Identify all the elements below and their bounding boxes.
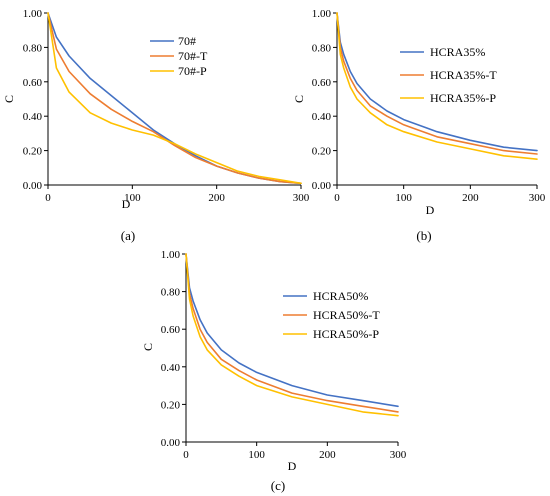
y-tick-label: 0.20 — [312, 146, 332, 158]
y-axis-title: C — [292, 95, 306, 103]
y-tick-label: 0.00 — [161, 437, 181, 449]
x-tick-label: 100 — [395, 192, 412, 204]
legend-label: 70# — [178, 34, 196, 48]
x-axis-title: D — [288, 459, 297, 473]
panel-label: (c) — [271, 478, 285, 493]
series-line-2 — [185, 253, 399, 413]
series-line-3 — [336, 12, 538, 160]
y-tick-label: 0.20 — [161, 399, 181, 411]
x-axis-title: D — [426, 203, 435, 217]
series-line-1 — [47, 12, 302, 185]
y-tick-label: 0.80 — [312, 42, 332, 54]
y-axis-title: C — [141, 343, 155, 351]
x-tick-label: 300 — [390, 449, 407, 461]
y-tick-label: 0.40 — [312, 111, 332, 123]
legend-label: HCRA35% — [430, 45, 485, 59]
x-tick-label: 100 — [124, 192, 141, 204]
y-tick-label: 0.40 — [161, 362, 181, 374]
x-tick-label: 0 — [183, 449, 189, 461]
x-tick-label: 0 — [334, 192, 340, 204]
y-tick-label: 0.60 — [312, 77, 332, 89]
series-line-2 — [336, 12, 538, 155]
y-tick-label: 0.00 — [23, 180, 43, 192]
y-tick-label: 1.00 — [23, 8, 43, 20]
y-tick-label: 0.40 — [23, 111, 43, 123]
x-tick-label: 300 — [293, 192, 310, 204]
x-tick-label: 200 — [208, 192, 225, 204]
legend-label: HCRA50%-T — [313, 308, 380, 322]
legend-label: HCRA35%-P — [430, 91, 496, 105]
y-tick-label: 1.00 — [312, 8, 332, 20]
y-tick-label: 0.60 — [23, 77, 43, 89]
x-tick-label: 100 — [248, 449, 265, 461]
panel-label: (a) — [121, 228, 135, 243]
x-axis-title: D — [122, 197, 131, 211]
x-tick-label: 0 — [45, 192, 51, 204]
panel-label: (b) — [416, 228, 431, 243]
legend-label: HCRA50%-P — [313, 327, 379, 341]
x-tick-label: 200 — [462, 192, 479, 204]
series-line-1 — [185, 253, 399, 408]
legend-label: HCRA50% — [313, 289, 368, 303]
series-line-2 — [47, 12, 302, 185]
y-axis-title: C — [2, 95, 16, 103]
y-tick-label: 1.00 — [161, 249, 181, 261]
chart-panel-2: 0.00 0.20 0.40 0.60 0.80 1.00 0 100 200 300 D C HCRA… — [292, 8, 546, 243]
y-tick-label: 0.00 — [312, 180, 332, 192]
y-tick-label: 0.60 — [161, 324, 181, 336]
legend-label: 70#-P — [178, 64, 207, 78]
y-tick-label: 0.80 — [23, 42, 43, 54]
legend: HCRA35% HCRA35%-T HCRA35%-P — [400, 45, 497, 105]
series-line-1 — [336, 12, 538, 152]
x-tick-label: 300 — [529, 192, 546, 204]
legend-label: HCRA35%-T — [430, 68, 497, 82]
y-tick-label: 0.80 — [161, 287, 181, 299]
series-line-3 — [47, 12, 302, 185]
legend-label: 70#-T — [178, 49, 208, 63]
legend: 70#70#-T70#-P — [150, 34, 208, 78]
chart-panel-1: 0.000.200.400.600.801.000 100 200 300DC70#7… — [2, 8, 310, 243]
series-line-3 — [185, 253, 399, 417]
legend: HCRA50% HCRA50%-T HCRA50%-P — [283, 289, 380, 341]
y-tick-label: 0.20 — [23, 146, 43, 158]
x-tick-label: 200 — [319, 449, 336, 461]
chart-panel-3: 0.00 0.20 0.40 0.60 0.80 1.00 0 100 200 300 D C HCRA… — [141, 249, 407, 493]
